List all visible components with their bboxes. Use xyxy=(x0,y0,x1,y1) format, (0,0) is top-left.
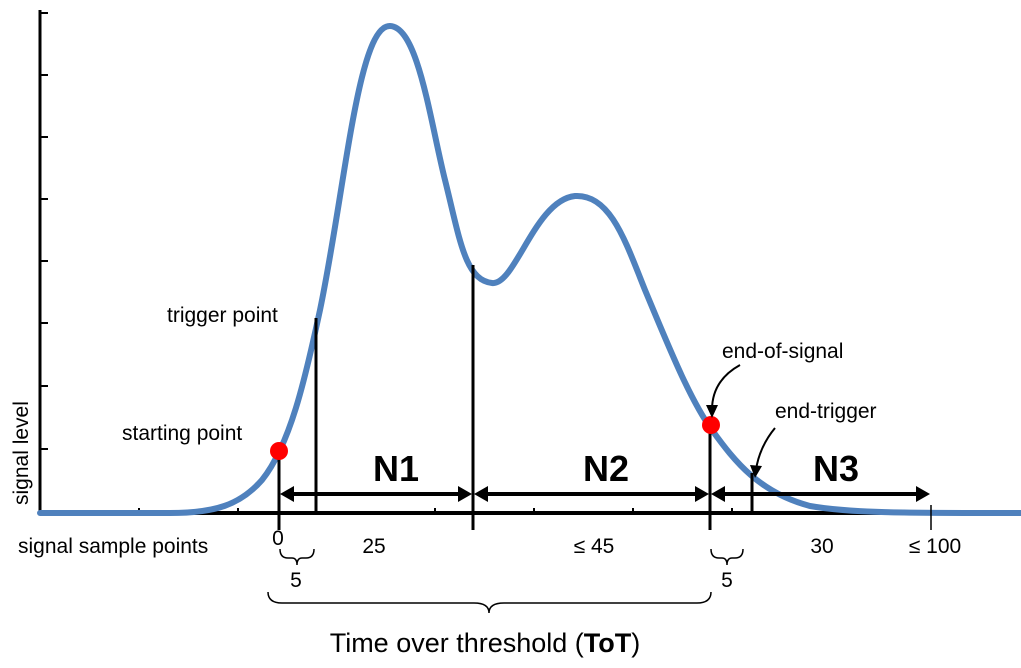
y-axis-label: signal level xyxy=(10,401,33,505)
sample-label-le100: ≤ 100 xyxy=(909,535,961,558)
end-of-signal-marker xyxy=(702,416,720,434)
segment-n3-label: N3 xyxy=(813,448,859,489)
end-trigger-label: end-trigger xyxy=(775,400,877,423)
starting-point-label: starting point xyxy=(122,422,242,445)
segment-arrows xyxy=(280,486,930,502)
tot-title-prefix: Time over threshold ( xyxy=(330,628,584,658)
sample-label-25: 25 xyxy=(362,535,385,558)
tot-title-suffix: ) xyxy=(631,628,640,658)
end-of-signal-arrow xyxy=(706,364,741,418)
brace-label-5-left: 5 xyxy=(290,569,302,592)
trigger-point-label: trigger point xyxy=(167,304,278,327)
x-axis-label: signal sample points xyxy=(18,535,208,558)
segment-n2-label: N2 xyxy=(583,448,629,489)
sample-label-0: 0 xyxy=(272,527,284,550)
tot-title: Time over threshold (ToT) xyxy=(330,628,641,658)
starting-point-marker xyxy=(270,442,288,460)
y-axis xyxy=(38,10,48,513)
marker-lines xyxy=(277,265,932,530)
end-trigger-arrow xyxy=(750,427,776,478)
sample-label-le45: ≤ 45 xyxy=(574,535,615,558)
braces xyxy=(267,548,744,614)
brace-label-5-right: 5 xyxy=(721,569,733,592)
segment-n1-label: N1 xyxy=(373,448,419,489)
end-of-signal-label: end-of-signal xyxy=(722,340,843,363)
sample-label-30: 30 xyxy=(810,535,833,558)
signal-curve xyxy=(37,22,1021,516)
tot-title-bold: ToT xyxy=(584,628,632,658)
